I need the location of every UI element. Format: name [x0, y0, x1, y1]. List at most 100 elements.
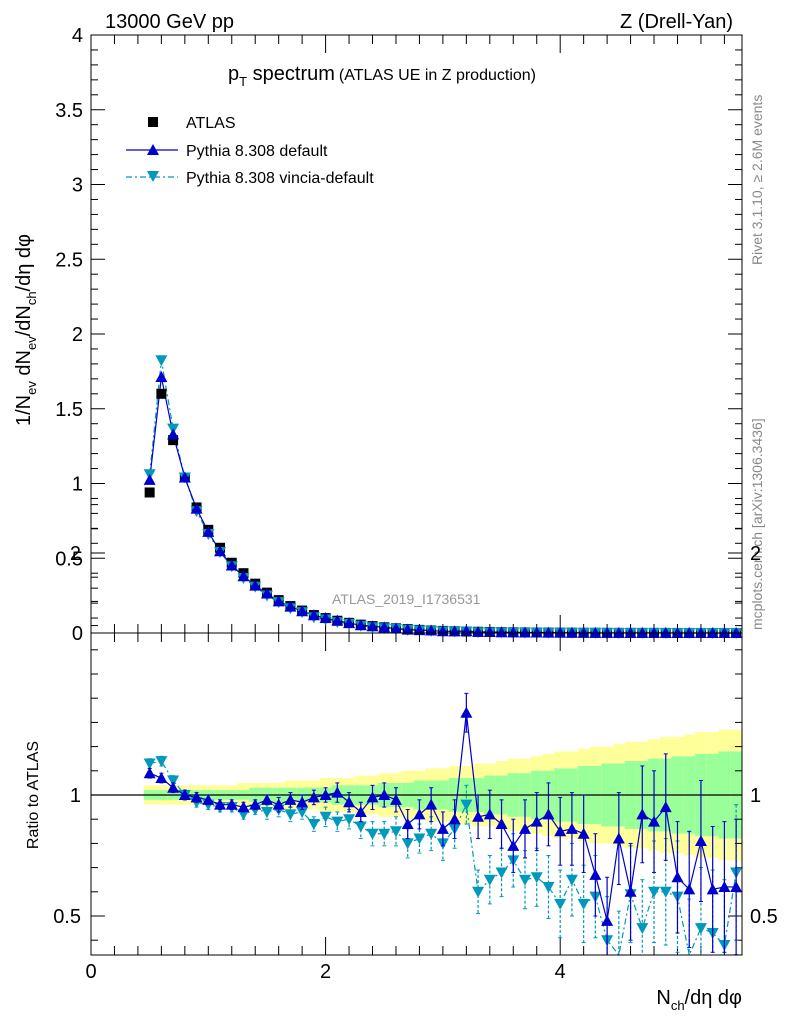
- vincia-ratio-point: [530, 872, 543, 884]
- vincia-ratio-point: [237, 809, 250, 821]
- default-point: [366, 620, 379, 632]
- ratio-y-tick-label-right: 0.5: [750, 906, 778, 928]
- default-ratio-point: [436, 822, 449, 834]
- default-ratio-point: [389, 793, 402, 805]
- default-ratio-point: [249, 798, 262, 810]
- vincia-ratio-point: [378, 828, 391, 840]
- default-point: [472, 625, 485, 637]
- main-ticks: 0 0.5 1 1.5 2 2.5 3 3.5 4: [55, 25, 742, 645]
- vincia-ratio-point: [694, 923, 707, 935]
- default-ratio-point: [577, 827, 590, 839]
- ratio-ticks: 0 2 4 0.5 0.5 1 1 2 2: [53, 504, 778, 983]
- default-ratio-point: [589, 868, 602, 880]
- analysis-label: ATLAS_2019_I1736531: [332, 591, 481, 607]
- vincia-ratio-point: [648, 886, 661, 898]
- default-point: [612, 626, 625, 638]
- legend-marker-atlas: [148, 117, 158, 127]
- default-point: [495, 626, 508, 638]
- default-point: [659, 626, 672, 638]
- ratio-series-layer: [143, 692, 743, 957]
- default-point: [167, 428, 180, 440]
- default-point: [542, 626, 555, 638]
- default-point: [319, 612, 332, 624]
- default-point: [237, 570, 250, 582]
- default-ratio-point: [413, 808, 426, 820]
- default-point: [718, 626, 731, 638]
- default-point: [307, 609, 320, 621]
- default-point: [401, 623, 414, 635]
- default-ratio-point: [694, 834, 707, 846]
- default-point: [706, 626, 719, 638]
- vincia-ratio-point: [425, 828, 438, 840]
- mcplots-label: mcplots.cern.ch [arXiv:1306.3436]: [749, 418, 765, 630]
- vincia-ratio-point: [319, 811, 332, 823]
- ratio-y-axis-label: Ratio to ATLAS: [25, 741, 42, 849]
- legend: ATLAS Pythia 8.308 default Pythia 8.308 …: [126, 115, 374, 187]
- default-ratio-point: [624, 885, 637, 897]
- default-point: [413, 624, 426, 636]
- x-axis-label: Nch/dη dφ: [656, 987, 742, 1013]
- default-ratio-point: [331, 786, 344, 798]
- y-tick-label: 1: [72, 474, 83, 496]
- default-ratio-point: [354, 805, 367, 817]
- ratio-y-tick-label: 0.5: [53, 906, 81, 928]
- default-ratio-point: [554, 825, 567, 837]
- default-point: [331, 614, 344, 626]
- default-point: [636, 626, 649, 638]
- default-point: [143, 473, 156, 485]
- default-point: [178, 471, 191, 483]
- default-ratio-point: [483, 808, 496, 820]
- vincia-ratio-point: [554, 898, 567, 910]
- y-tick-label: 3: [72, 175, 83, 197]
- ratio-y-tick-label-right: 2: [750, 543, 761, 565]
- default-point: [343, 617, 356, 629]
- default-ratio-point: [225, 798, 238, 810]
- default-ratio-point: [284, 793, 297, 805]
- process-label: Z (Drell-Yan): [620, 11, 733, 33]
- vincia-ratio-point: [307, 819, 320, 831]
- vincia-ratio-point: [577, 898, 590, 910]
- default-point: [249, 579, 262, 591]
- default-point: [730, 626, 743, 638]
- default-ratio-point: [683, 883, 696, 895]
- ratio-y-tick-label: 2: [70, 543, 81, 565]
- default-ratio-point: [307, 791, 320, 803]
- default-ratio-point: [155, 772, 168, 784]
- vincia-ratio-point: [472, 886, 485, 898]
- vincia-ratio-point: [343, 814, 356, 826]
- chart-title: pT spectrum (ATLAS UE in Z production): [228, 63, 536, 89]
- default-ratio-point: [378, 789, 391, 800]
- ratio-frame: [90, 632, 743, 956]
- default-ratio-point: [366, 791, 379, 803]
- default-ratio-point: [202, 793, 215, 805]
- default-ratio-point: [214, 798, 227, 810]
- vincia-ratio-point: [167, 775, 180, 787]
- default-ratio-point: [448, 813, 461, 825]
- default-ratio-point: [507, 839, 520, 851]
- default-point: [483, 626, 496, 638]
- default-ratio-point: [260, 793, 273, 805]
- default-ratio-point: [636, 808, 649, 820]
- default-ratio-point: [272, 798, 285, 810]
- vincia-ratio-point: [495, 867, 508, 879]
- vincia-ratio-point: [401, 838, 414, 850]
- legend-label-default: Pythia 8.308 default: [186, 143, 328, 160]
- legend-marker-default: [147, 144, 159, 155]
- default-point: [354, 619, 367, 631]
- default-point: [284, 600, 297, 612]
- rivet-label: Rivet 3.1.10, ≥ 2.6M events: [749, 95, 765, 265]
- vincia-ratio-point: [143, 758, 156, 770]
- atlas-point: [168, 435, 179, 446]
- default-point: [694, 626, 707, 638]
- vincia-ratio-point: [284, 809, 297, 821]
- default-point: [448, 625, 461, 637]
- vincia-ratio-point: [354, 821, 367, 833]
- legend-label-atlas: ATLAS: [186, 115, 236, 132]
- vincia-ratio-point: [542, 881, 555, 893]
- default-point: [214, 545, 227, 557]
- vincia-ratio-point: [483, 874, 496, 886]
- y-axis-label: 1/Nev dNev/dNch/dη dφ: [13, 234, 39, 426]
- default-ratio-point: [601, 914, 614, 926]
- vincia-ratio-point: [366, 828, 379, 840]
